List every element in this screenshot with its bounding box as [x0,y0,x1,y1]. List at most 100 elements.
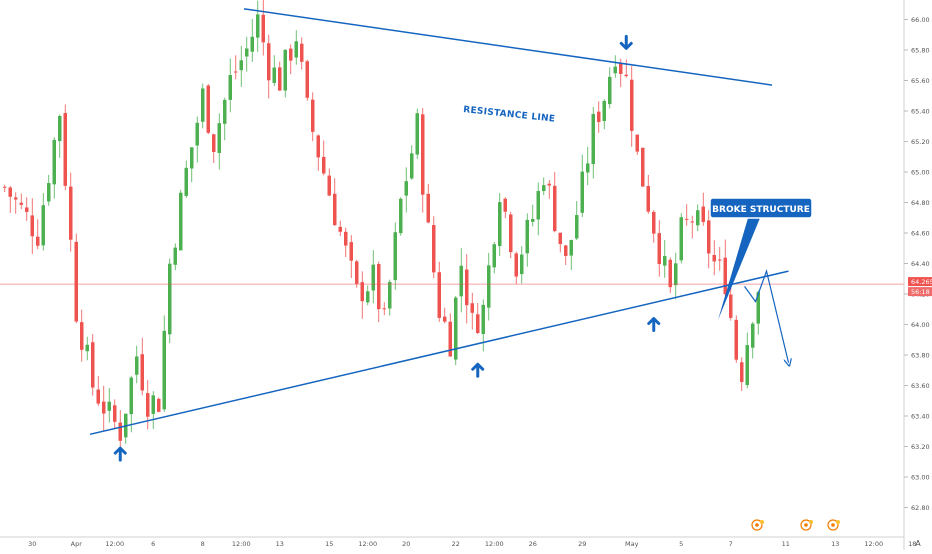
candle [113,399,117,429]
projection-path[interactable] [744,269,789,363]
candle [85,336,89,361]
candle [135,345,139,384]
candle [245,36,249,72]
svg-text:56:18: 56:18 [911,288,930,296]
candle [74,233,78,324]
x-tick-label: Apr [71,540,83,548]
candle [487,252,491,321]
candle [140,337,144,396]
candle [344,227,348,258]
arrow-down-icon[interactable] [619,34,633,50]
x-tick-label: 20 [402,540,410,548]
candle [492,242,496,274]
x-tick-label: 12:00 [864,540,883,548]
candle [14,192,18,214]
x-tick-label: 22 [452,540,460,548]
candle [151,391,155,430]
earnings-icon[interactable] [800,519,813,531]
candle [278,61,282,91]
candle [102,385,106,432]
candle [437,261,441,322]
y-tick-label: 63.40 [911,413,930,421]
candle [580,154,584,217]
candle [751,321,755,359]
x-tick-label: 7 [729,540,733,548]
candle [459,248,463,313]
candle [745,332,749,389]
candle [454,295,458,366]
candle [25,197,29,221]
candle [52,137,56,199]
candle [316,134,320,171]
candle [41,192,45,251]
candle [355,259,359,288]
candle [509,211,513,259]
candle [476,302,480,335]
candle [107,388,111,423]
x-tick-label: 18 [908,540,916,548]
price-line-label: 64.265 [908,277,932,287]
candle [36,219,40,250]
candle [426,183,430,224]
x-tick-label: 29 [578,540,586,548]
candle [465,254,469,324]
candle [635,134,639,155]
candle [212,133,216,164]
candle [432,216,436,279]
x-tick-label: 11 [782,540,790,548]
candle [514,251,518,285]
economic-event-icon[interactable] [751,519,764,531]
arrow-up-icon[interactable] [471,362,485,378]
arrow-up-icon[interactable] [113,446,127,462]
candle [564,244,568,266]
candle [443,307,447,324]
candle [657,220,661,277]
x-tick-label: 13 [831,540,839,548]
y-tick-label: 65.80 [911,47,930,55]
candle [305,59,309,101]
candle [223,97,227,141]
candle [415,108,419,159]
arrow-up-icon[interactable] [647,317,661,332]
resistance-line[interactable] [243,8,773,86]
candle [646,174,650,214]
candle [696,204,700,232]
event-icons[interactable] [751,519,840,531]
candle [228,58,232,113]
x-tick-label: 15 [325,540,333,548]
axis-auto-scale-label[interactable]: A [915,539,921,548]
dividend-icon[interactable] [827,519,840,531]
candle [30,198,34,254]
candle [322,140,326,176]
candle [608,67,612,109]
candle [525,213,529,267]
candle [217,113,221,170]
candle [338,220,342,237]
support-line[interactable] [89,270,789,436]
candle [569,239,573,270]
candle [707,210,711,269]
candle [586,146,590,186]
candle [190,147,194,183]
candle [597,101,601,133]
candle [162,315,166,413]
candle [272,55,276,87]
y-tick-label: 66.00 [911,16,930,24]
candle [470,292,474,330]
candle [300,37,304,70]
candle [393,222,397,290]
candle [58,114,62,159]
x-tick-label: 26 [529,540,537,548]
y-axis: 62.8063.0063.2063.4063.6063.8064.0064.20… [903,0,932,550]
candle [179,189,183,251]
broke-structure-callout[interactable]: BROKE STRUCTURE [709,197,813,320]
y-tick-label: 64.40 [911,260,930,268]
candle [734,315,738,363]
candle [261,0,265,56]
candle [712,240,716,276]
candle [63,104,67,191]
candle [652,210,656,243]
candle [674,252,678,300]
